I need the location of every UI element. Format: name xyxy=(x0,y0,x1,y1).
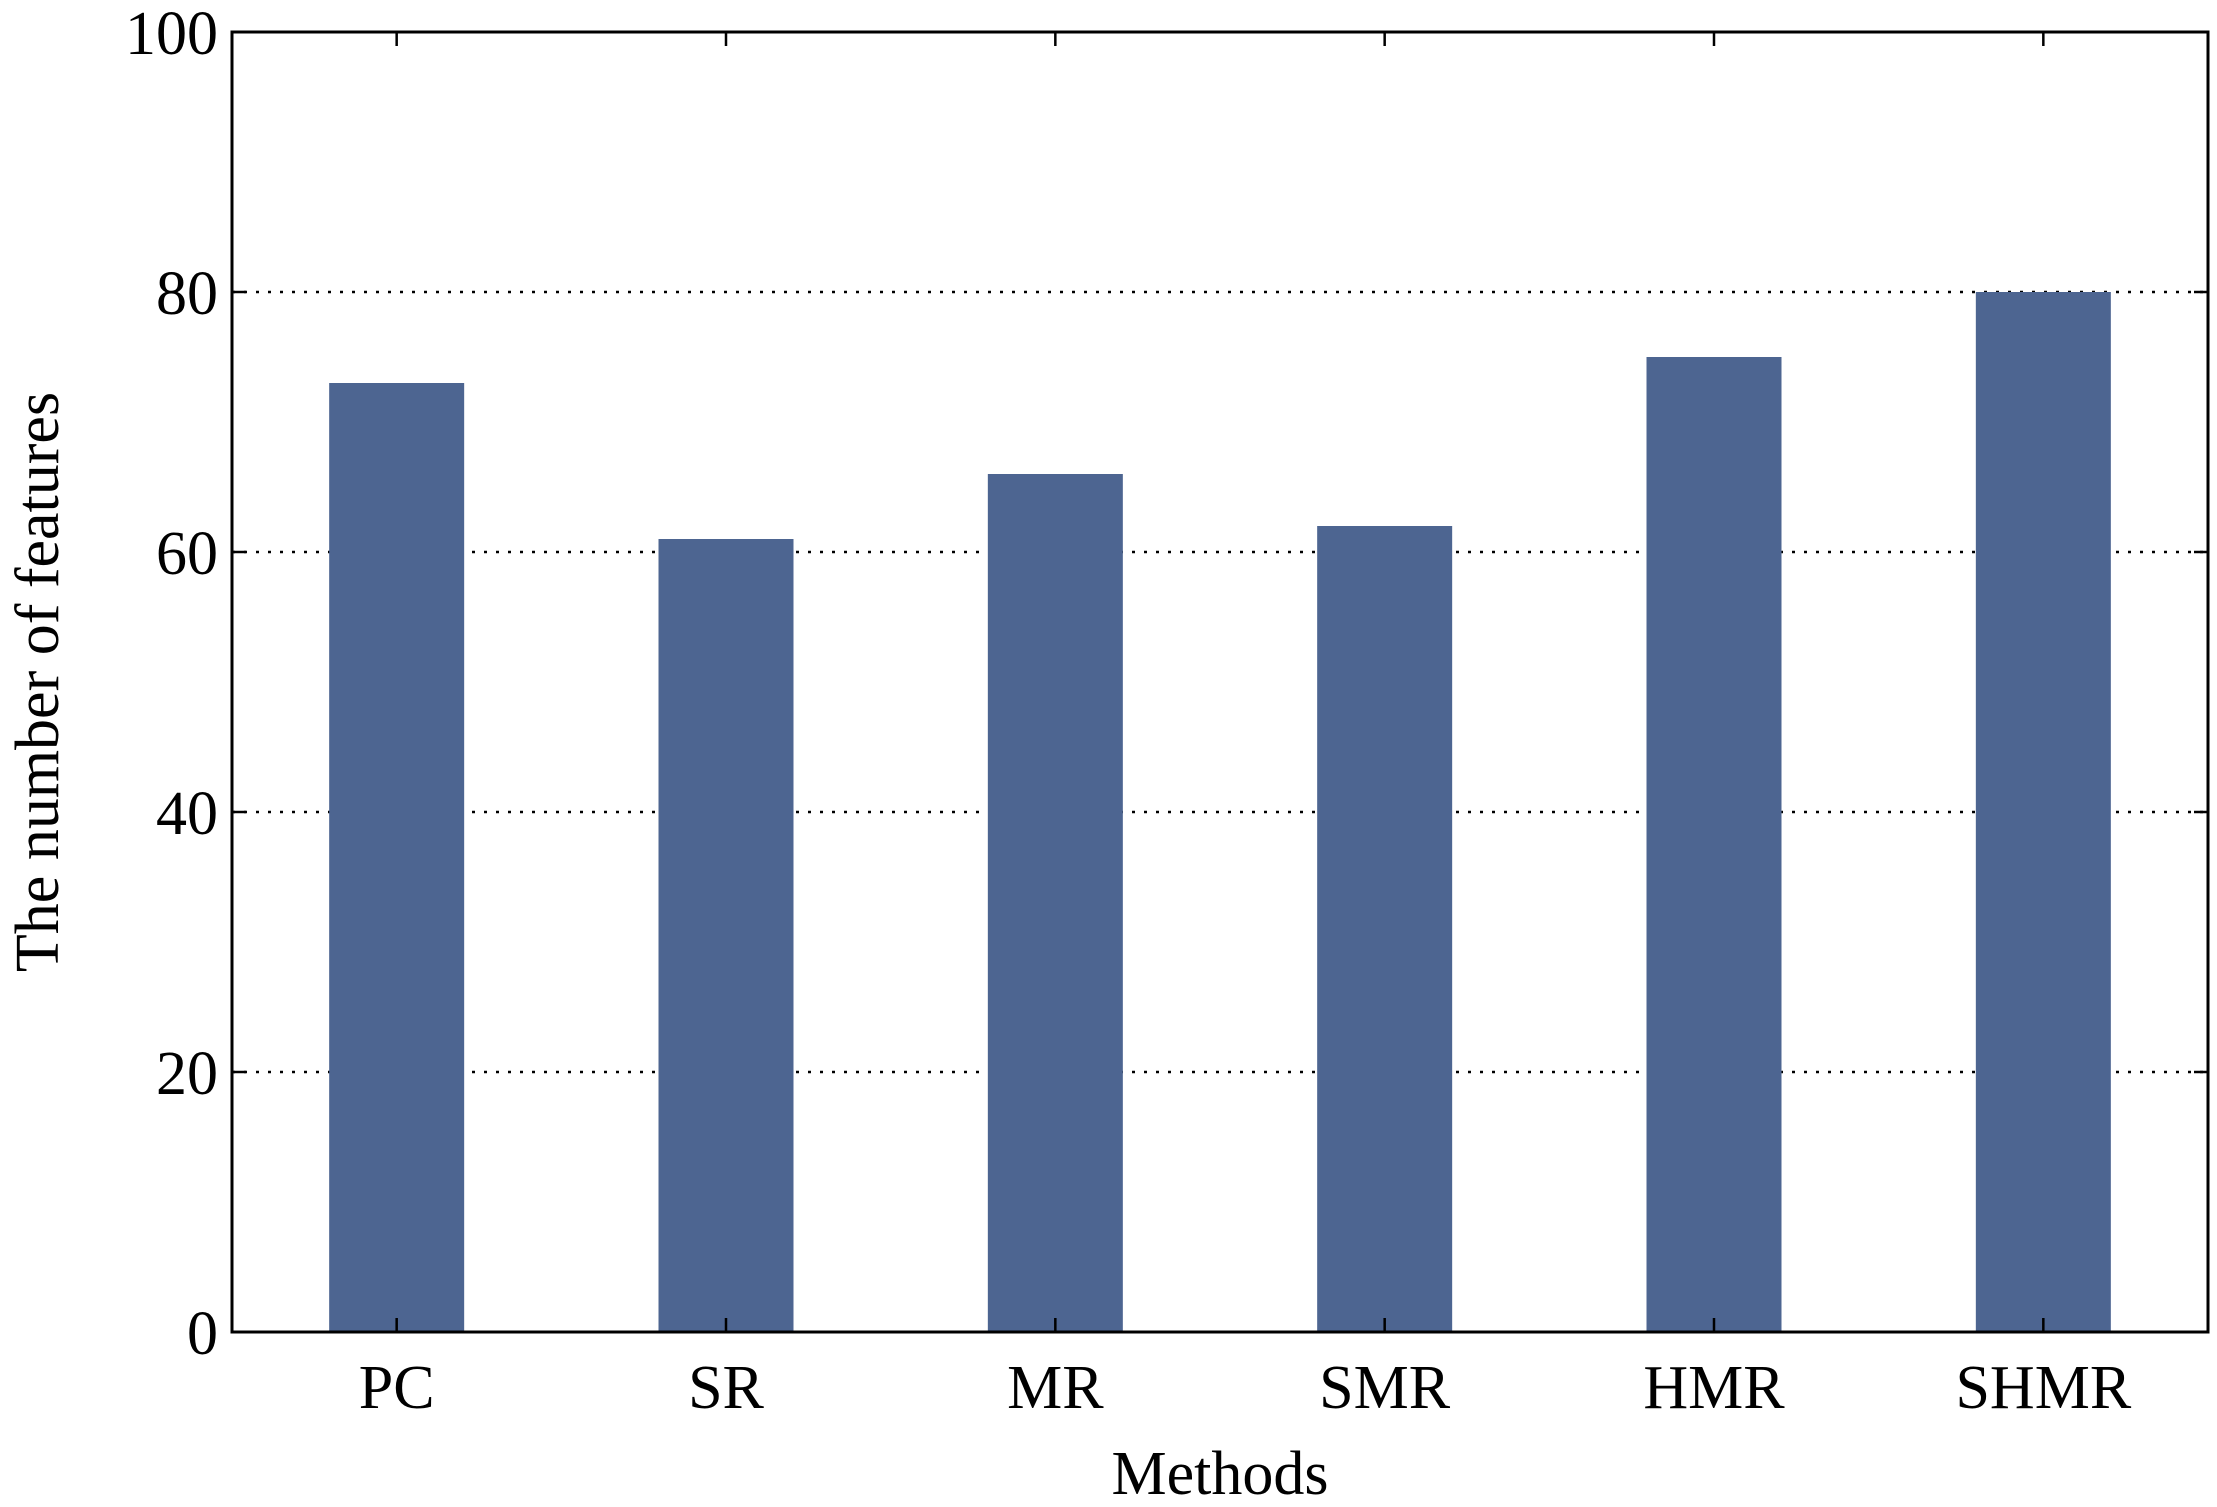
bar-mr xyxy=(987,474,1123,1332)
y-tick-label: 20 xyxy=(156,1040,218,1108)
bar-pc xyxy=(329,383,465,1332)
x-tick-labels: PC SR MR SMR HMR SHMR xyxy=(359,1354,2132,1422)
y-tick-label: 0 xyxy=(187,1300,218,1368)
x-tick-label-mr: MR xyxy=(1007,1354,1104,1422)
bar-shmr xyxy=(1975,292,2111,1332)
y-axis-label: The number of features xyxy=(4,392,72,972)
y-tick-label: 80 xyxy=(156,260,218,328)
y-tick-label: 40 xyxy=(156,780,218,848)
y-tick-labels: 0 20 40 60 80 100 xyxy=(125,0,218,1368)
x-tick-label-hmr: HMR xyxy=(1643,1354,1785,1422)
x-tick-label-smr: SMR xyxy=(1319,1354,1451,1422)
bar-smr xyxy=(1317,526,1453,1332)
bars xyxy=(329,292,2111,1332)
x-tick-label-pc: PC xyxy=(359,1354,435,1422)
bar-hmr xyxy=(1646,357,1782,1332)
x-axis-label: Methods xyxy=(1112,1440,1329,1502)
axis-ticks xyxy=(232,30,2208,1334)
x-tick-label-sr: SR xyxy=(688,1354,764,1422)
x-tick-label-shmr: SHMR xyxy=(1955,1354,2131,1422)
bar-sr xyxy=(658,539,794,1332)
y-tick-label: 100 xyxy=(125,0,218,68)
plot-frame xyxy=(230,30,2210,1334)
grid-lines xyxy=(232,290,2208,1074)
y-tick-label: 60 xyxy=(156,520,218,588)
